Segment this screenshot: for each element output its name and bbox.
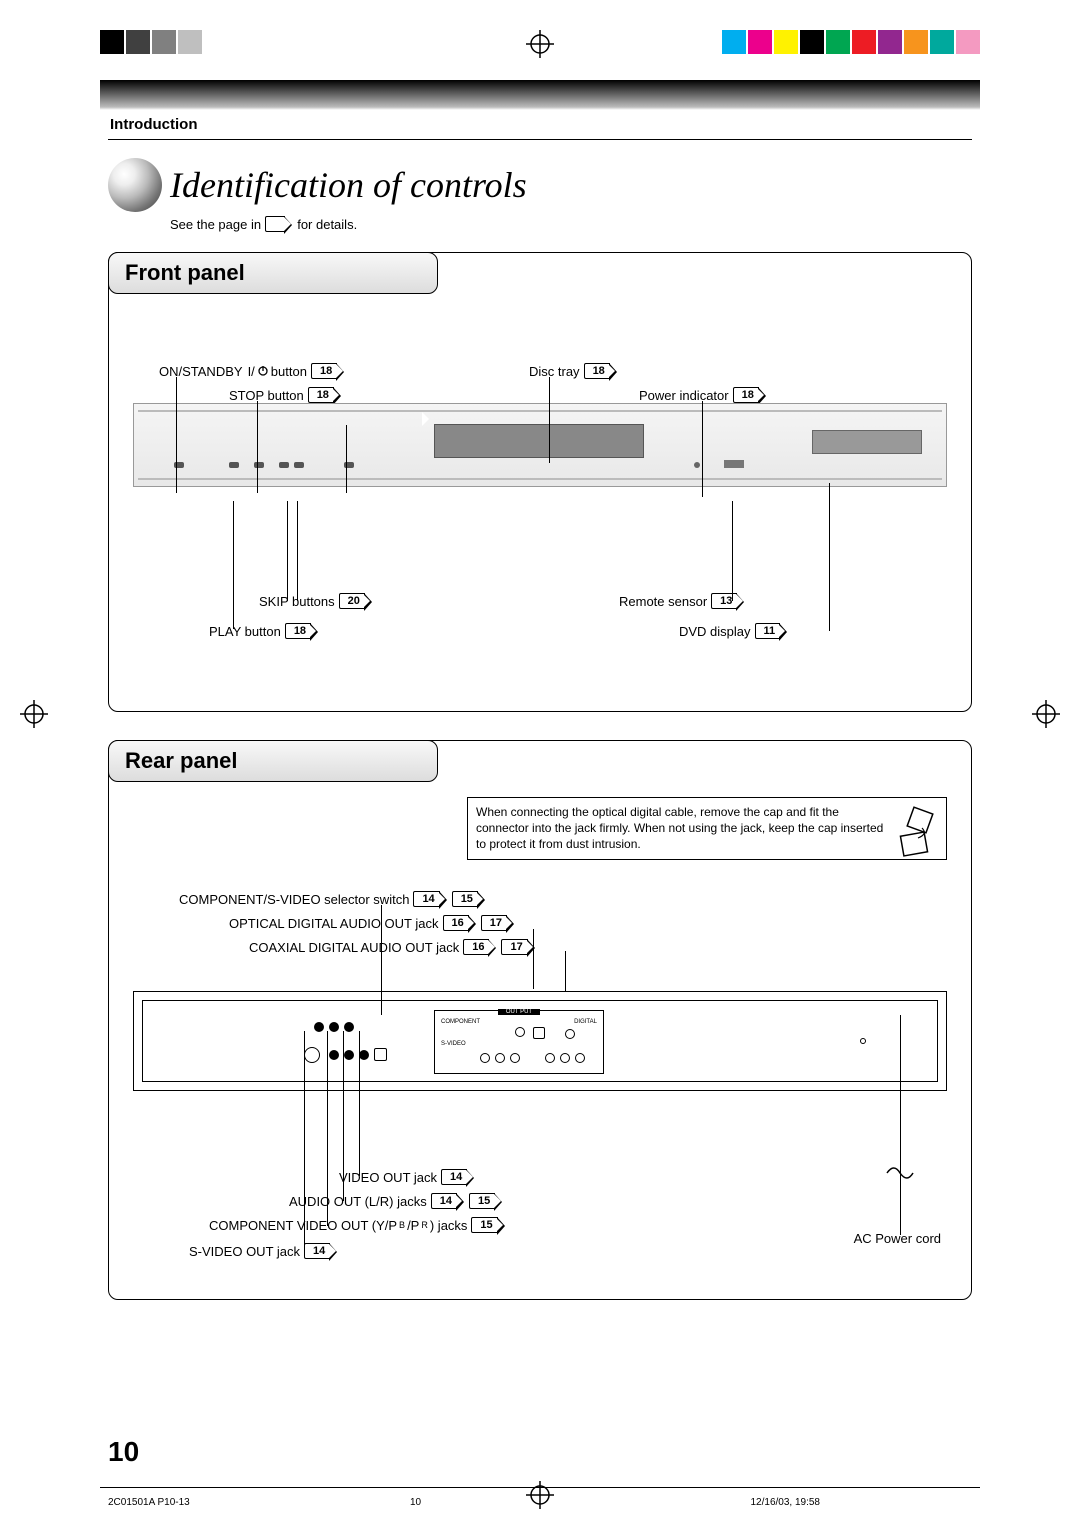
optical-cap-icon [892,804,940,868]
play-button [229,462,239,468]
power-led [694,462,700,468]
callout-audio-out: AUDIO OUT (L/R) jacks 14 15 [289,1193,497,1209]
audio-l-jack [329,1050,339,1060]
pr-jack [344,1022,354,1032]
footer-left: 2C01501A P10-13 [108,1497,190,1508]
video-jack [359,1050,369,1060]
title-sphere-icon [108,158,162,212]
title-subnote: See the page in for details. [170,216,972,232]
pb-jack [329,1022,339,1032]
optical-jack [533,1027,545,1039]
callout-power-ind: Power indicator 18 [639,387,761,403]
selector-switch [374,1048,387,1061]
callout-video-out: VIDEO OUT jack 14 [339,1169,469,1185]
device-rear-illustration: OUT PUT COMPONENT DIGITAL S-VIDEO [133,991,947,1091]
subnote-post: for details. [297,217,357,232]
registration-mark-left [20,700,48,733]
callout-disc-tray: Disc tray 18 [529,363,612,379]
disc-tray [434,424,644,458]
callout-on-standby: ON/STANDBY I/ button 18 [159,363,339,379]
dvd-display [812,430,922,454]
front-panel-box: Front panel ON/STANDBY I/ button 18 STOP… [108,252,972,712]
audio-r-jack [344,1050,354,1060]
callout-stop: STOP button 18 [229,387,336,403]
header-gradient-bar [100,80,980,110]
subnote-pre: See the page in [170,217,261,232]
registration-mark-right [1032,700,1060,733]
optical-note-box: When connecting the optical digital cabl… [467,797,947,860]
callout-skip: SKIP buttons 20 [259,593,367,609]
skip-fwd-button [294,462,304,468]
callout-optical: OPTICAL DIGITAL AUDIO OUT jack 16 17 [229,915,509,931]
svideo-jack [304,1047,320,1063]
cord-wave-icon [885,1161,915,1185]
callout-component-out: COMPONENT VIDEO OUT (Y/PB/PR) jacks 15 [209,1217,500,1233]
front-panel-label: Front panel [108,252,438,294]
ac-cord-exit [860,1038,866,1044]
skip-back-button [279,462,289,468]
stop-button [254,462,264,468]
page-number: 10 [108,1436,139,1468]
page-ref-icon [265,216,285,232]
callout-selector: COMPONENT/S-VIDEO selector switch 14 15 [179,891,480,907]
page-title: Identification of controls [170,164,527,206]
footer-right: 12/16/03, 19:58 [750,1497,820,1508]
registration-mark-bottom [526,1481,554,1514]
ac-power-cord [900,1015,902,1235]
remote-sensor [724,460,744,468]
callout-svideo-out: S-VIDEO OUT jack 14 [189,1243,332,1259]
registration-mark-top [526,30,554,58]
callout-play: PLAY button 18 [209,623,313,639]
optical-note-text: When connecting the optical digital cabl… [476,805,883,851]
device-front-illustration [133,403,947,487]
y-jack [314,1022,324,1032]
rear-panel-box: Rear panel When connecting the optical d… [108,740,972,1300]
rear-panel-label: Rear panel [108,740,438,782]
footer-center: 10 [410,1497,421,1508]
section-header: Introduction [108,112,972,140]
output-box: OUT PUT COMPONENT DIGITAL S-VIDEO [434,1010,604,1074]
callout-remote: Remote sensor 13 [619,593,739,609]
callout-coaxial: COAXIAL DIGITAL AUDIO OUT jack 16 17 [249,939,530,955]
callout-ac-cord: AC Power cord [854,1231,941,1246]
callout-dvd-display: DVD display 11 [679,623,782,639]
